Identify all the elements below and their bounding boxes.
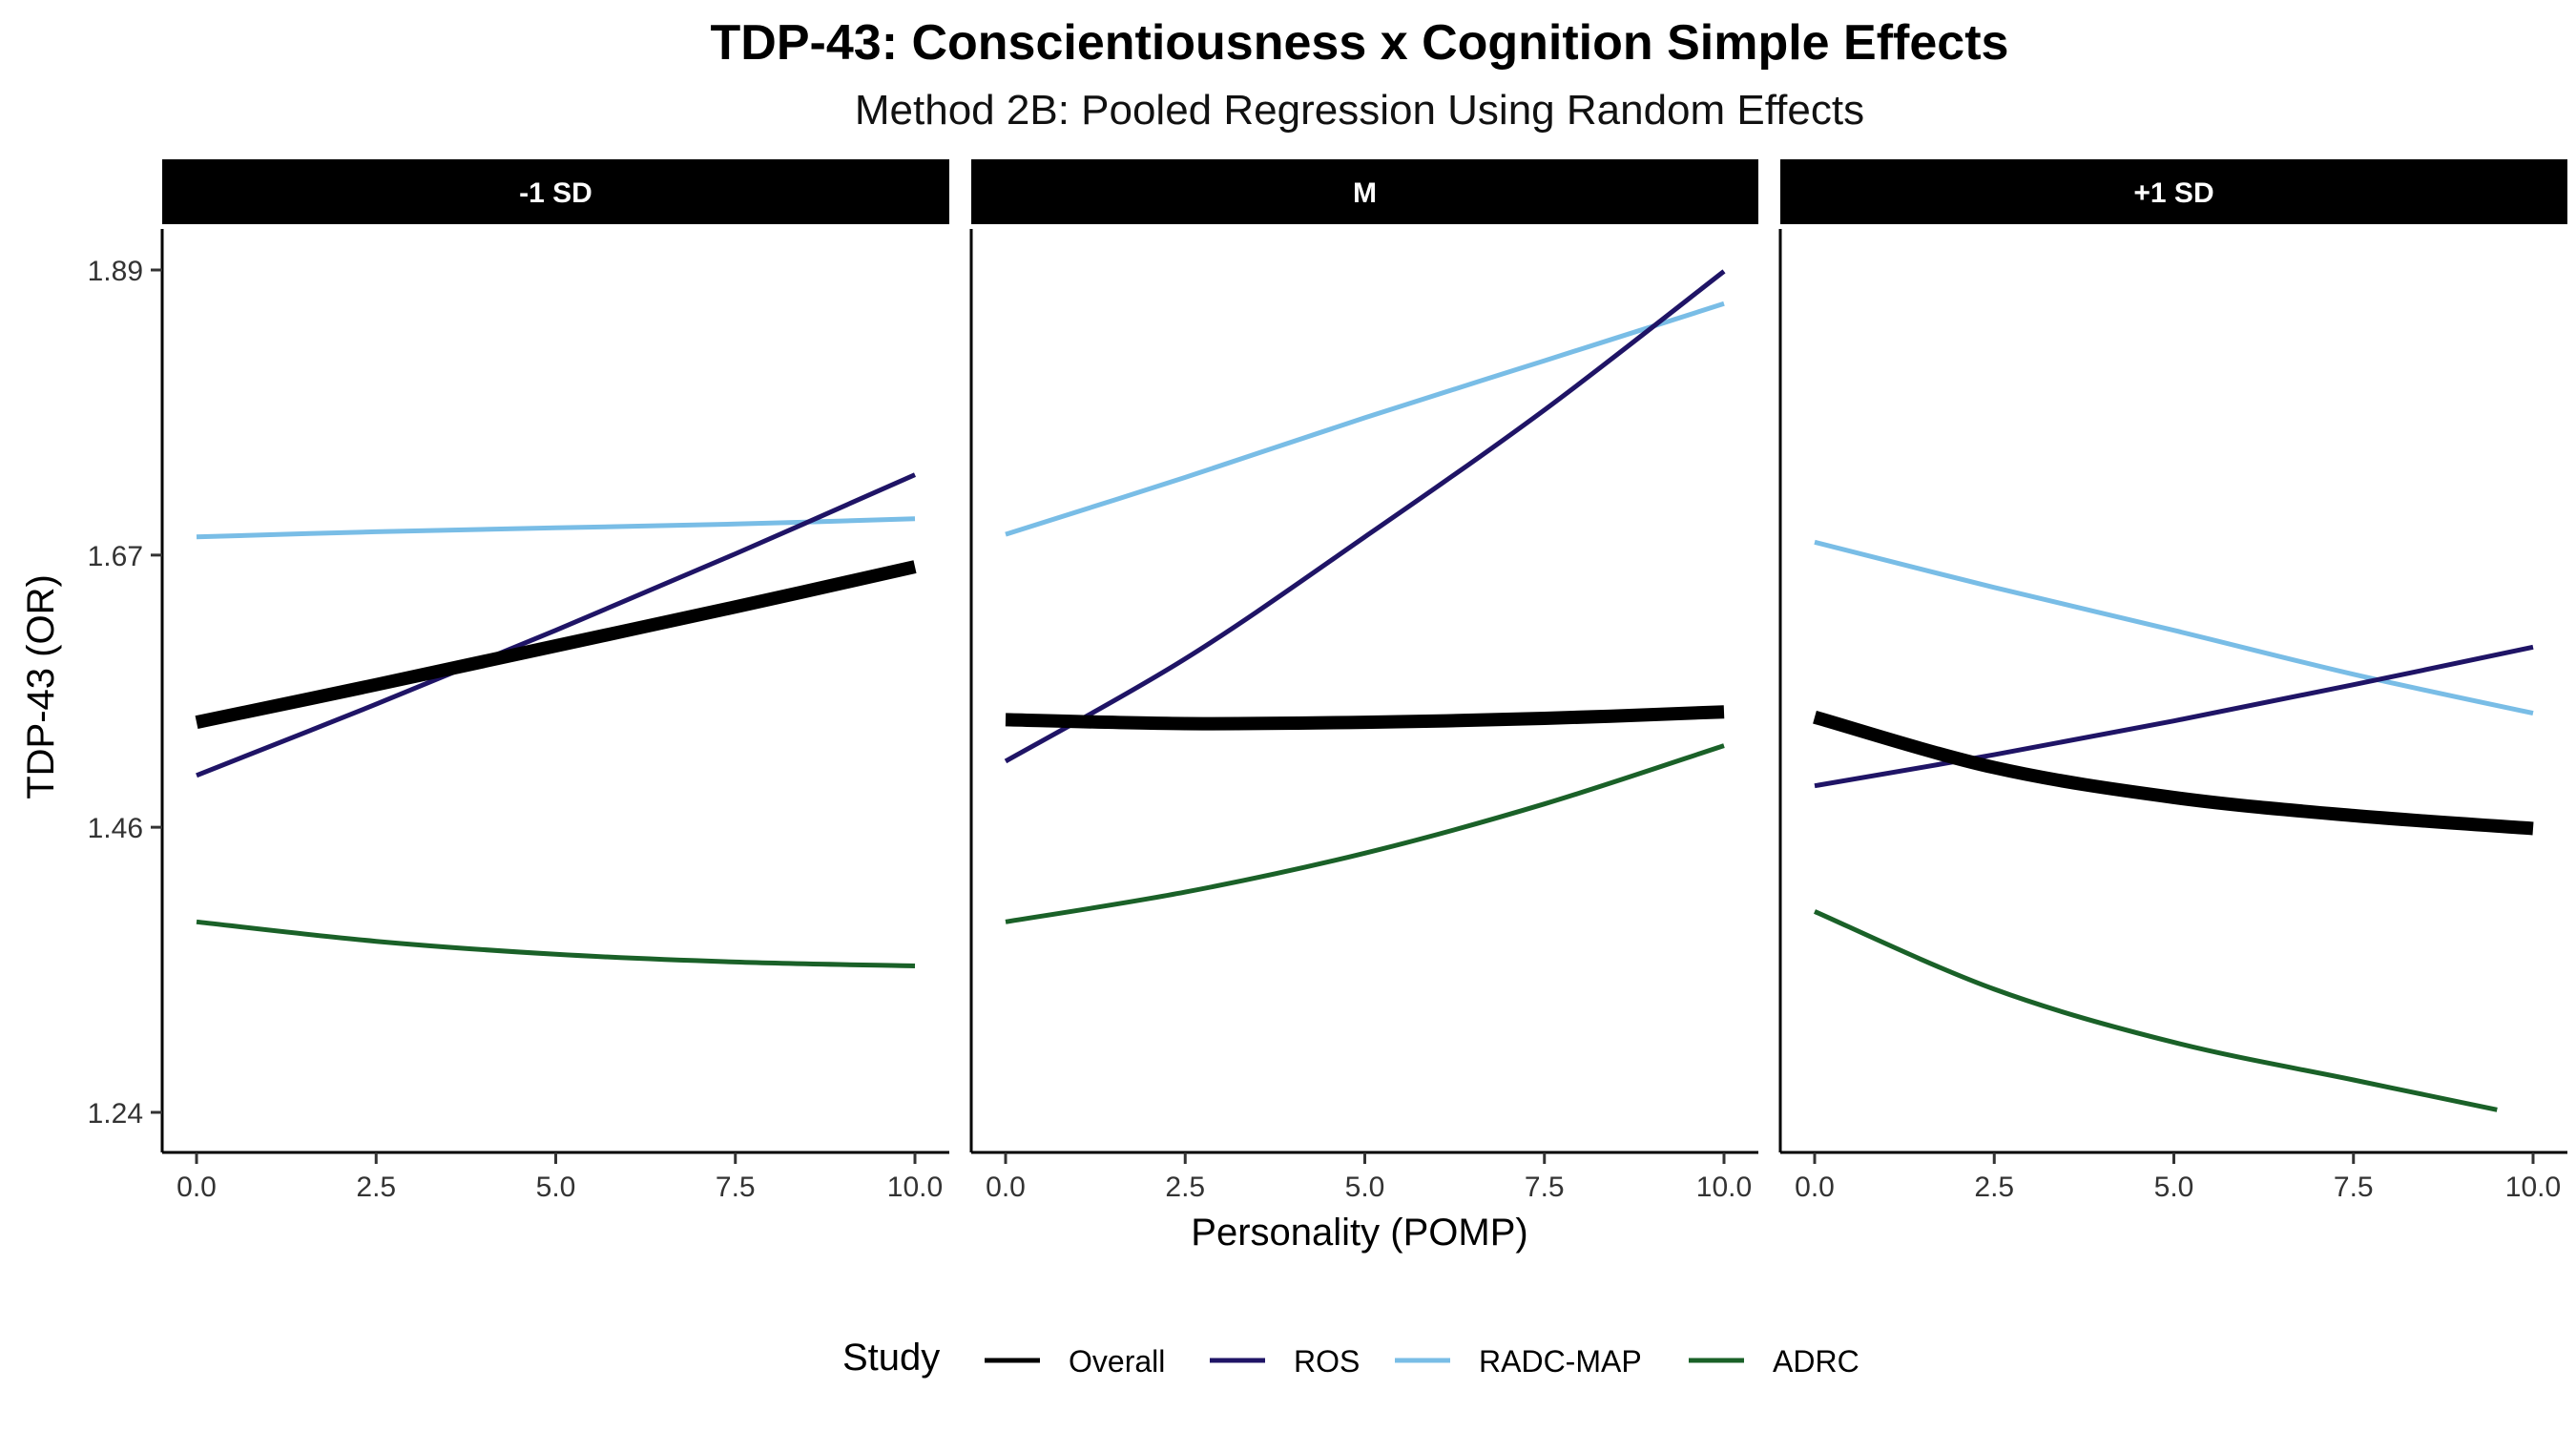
y-axis: 1.24 1.46 1.67 1.89	[88, 256, 162, 1130]
y-tick-label: 1.24	[88, 1098, 143, 1130]
facet-panel-1: -1 SD 0.0 2.5 5.0 7.5 10.0	[160, 159, 949, 1203]
x-tick-label: 10.0	[1696, 1172, 1752, 1203]
chart-title: TDP-43: Conscientiousness x Cognition Si…	[711, 15, 2009, 71]
x-tick-label: 0.0	[177, 1172, 217, 1203]
series-line-radc-map	[1005, 301, 1725, 537]
x-tick-label: 0.0	[986, 1172, 1026, 1203]
x-tick-label: 2.5	[1974, 1172, 2014, 1203]
y-tick-label: 1.46	[88, 813, 143, 844]
series-line-radc-map	[196, 516, 916, 540]
facet-strip-label: -1 SD	[519, 177, 592, 209]
facet-strip	[971, 159, 1758, 224]
x-tick-label: 7.5	[716, 1172, 756, 1203]
facet-strip	[1780, 159, 2567, 224]
legend-item-overall: Overall	[985, 1344, 1165, 1379]
x-tick-label: 0.0	[1795, 1172, 1835, 1203]
facet-strip-label: +1 SD	[2133, 177, 2213, 209]
legend-label: ROS	[1294, 1344, 1360, 1379]
series-line-overall	[1005, 705, 1725, 731]
facet-panel-2: M 0.0 2.5 5.0 7.5 10.0	[969, 159, 1758, 1203]
series-line-adrc	[196, 919, 916, 968]
facet-strip	[162, 159, 949, 224]
chart-subtitle: Method 2B: Pooled Regression Using Rando…	[855, 87, 1864, 134]
series-line-overall	[195, 560, 917, 729]
legend-label: Overall	[1069, 1344, 1165, 1379]
facet-strip-label: M	[1353, 177, 1377, 209]
series-line-adrc	[1814, 909, 2498, 1112]
legend-item-ros: ROS	[1210, 1344, 1360, 1379]
x-tick-label: 5.0	[536, 1172, 576, 1203]
series-line-adrc	[1005, 743, 1725, 924]
x-tick-label: 2.5	[356, 1172, 396, 1203]
series-line-radc-map	[1814, 539, 2534, 716]
legend-item-radc-map: RADC-MAP	[1395, 1344, 1642, 1379]
x-tick-label: 5.0	[2154, 1172, 2194, 1203]
series-line-ros	[1004, 269, 1726, 764]
series-line-overall	[1813, 710, 2534, 836]
legend-title: Study	[842, 1337, 940, 1379]
series-line-ros	[1814, 644, 2534, 789]
x-tick-label: 10.0	[887, 1172, 943, 1203]
facet-panels: -1 SD0.0 2.5 5.0 7.5 10.0M0.0 2.5 5.0 7.5 10.0+1…	[160, 159, 2567, 1203]
x-tick-label: 10.0	[2505, 1172, 2561, 1203]
y-axis-title: TDP-43 (OR)	[20, 574, 62, 799]
series-line-ros	[196, 472, 917, 778]
x-axis-title: Personality (POMP)	[1191, 1212, 1527, 1254]
y-tick-label: 1.89	[88, 256, 143, 287]
x-tick-label: 2.5	[1165, 1172, 1205, 1203]
legend-label: ADRC	[1773, 1344, 1859, 1379]
legend: Study Overall ROS RADC-MAP ADRC	[842, 1337, 1859, 1379]
facet-panel-3: +1 SD 0.0 2.5 5.0 7.5 10.0	[1778, 159, 2567, 1203]
legend-item-adrc: ADRC	[1689, 1344, 1859, 1379]
x-tick-label: 5.0	[1345, 1172, 1385, 1203]
y-tick-label: 1.67	[88, 541, 143, 572]
legend-label: RADC-MAP	[1479, 1344, 1642, 1379]
x-tick-label: 7.5	[2334, 1172, 2374, 1203]
x-tick-label: 7.5	[1525, 1172, 1565, 1203]
